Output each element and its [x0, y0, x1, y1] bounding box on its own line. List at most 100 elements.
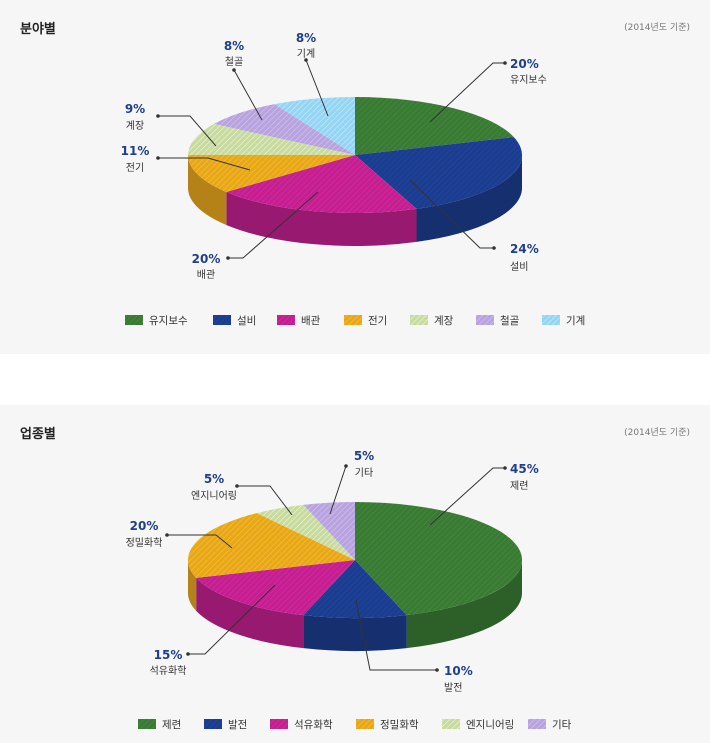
pie-slice [355, 502, 522, 616]
legend-label: 유지보수 [149, 315, 188, 327]
callout-dot [156, 114, 160, 118]
callout-dot [344, 464, 348, 468]
legend-label: 기타 [552, 719, 572, 731]
callout-dot [156, 156, 160, 160]
legend-swatch [528, 719, 546, 729]
data-label-value: 20% [130, 519, 159, 533]
legend-swatch [410, 315, 428, 325]
data-label-value: 5% [204, 472, 224, 486]
legend-swatch [356, 719, 374, 729]
callout-dot [226, 256, 230, 260]
legend-label: 기계 [566, 315, 585, 327]
legend-swatch [344, 315, 362, 325]
data-label-category: 설비 [510, 261, 528, 273]
data-label-value: 11% [121, 144, 150, 158]
callout-dot [435, 668, 439, 672]
callout-line [409, 179, 494, 249]
callout-dot [235, 484, 239, 488]
callout-line [188, 584, 276, 655]
legend-label: 석유화학 [294, 719, 333, 731]
legend-label: 계장 [434, 315, 454, 327]
data-label-value: 45% [510, 462, 539, 476]
pie-slice [274, 97, 355, 155]
data-label-value: 8% [224, 39, 244, 53]
callout-line [233, 69, 263, 121]
callout-line [237, 485, 293, 516]
callout-dot [503, 61, 507, 65]
callout-dot [186, 652, 190, 656]
pie-slice [256, 504, 355, 560]
legend-label: 전기 [368, 315, 387, 327]
legend-label: 엔지니어링 [466, 719, 514, 731]
callout-line [329, 465, 347, 515]
legend-label: 제련 [162, 719, 181, 731]
legend-swatch [270, 719, 288, 729]
data-label-category: 기타 [355, 467, 373, 479]
legend-label: 설비 [237, 315, 256, 327]
data-label-category: 기계 [297, 48, 315, 60]
legend-label: 철골 [500, 315, 520, 327]
legend-label: 배관 [301, 315, 321, 327]
legend-swatch [138, 719, 156, 729]
pie-slice [303, 560, 407, 618]
pie-slice-side [416, 155, 522, 242]
legend-swatch [213, 315, 231, 325]
data-label-value: 20% [510, 57, 539, 71]
callout-line [167, 534, 233, 549]
legend-swatch [442, 719, 460, 729]
pie-slice [355, 137, 522, 209]
pie-slice [188, 123, 355, 155]
pie-slice-side [226, 191, 417, 246]
legend-swatch [542, 315, 560, 325]
data-label-value: 20% [192, 252, 221, 266]
chart-title: 업종별 [20, 427, 56, 442]
data-label-category: 철골 [225, 56, 243, 68]
data-label-category: 발전 [444, 682, 462, 694]
callout-dot [165, 533, 169, 537]
chart-panel-field: 분야별 (2014년도 기준) 20% 유지보수 24% 설비 20% 배관 11% 전기 9%… [0, 0, 710, 354]
data-label-category: 정밀화학 [126, 537, 163, 549]
pie-slice [188, 513, 355, 578]
pie-slice [213, 104, 355, 155]
data-label-category: 엔지니어링 [191, 490, 237, 502]
data-label-value: 10% [444, 664, 473, 678]
callout-line [158, 157, 251, 171]
data-label-value: 5% [354, 449, 374, 463]
pie-slice [355, 97, 514, 155]
data-label-value: 15% [154, 648, 183, 662]
legend-label: 정밀화학 [380, 719, 419, 731]
callout-line [429, 62, 505, 123]
callout-dot [492, 246, 496, 250]
data-label-value: 24% [510, 242, 539, 256]
legend-swatch [277, 315, 295, 325]
data-label-category: 석유화학 [150, 665, 187, 677]
data-label-category: 배관 [197, 269, 215, 281]
pie-slice-side [303, 615, 407, 651]
data-label-category: 유지보수 [510, 74, 547, 86]
pie-slice-side [188, 560, 197, 611]
chart-panel-industry: 업종별 (2014년도 기준) 45% 제련 10% 발전 15% 석유화학 20% 정밀화학… [0, 405, 710, 743]
data-label-value: 9% [125, 102, 145, 116]
data-label-category: 제련 [510, 480, 528, 492]
callout-line [429, 467, 505, 526]
callout-line [305, 59, 329, 117]
pie-slice-side [196, 577, 304, 649]
legend-swatch [476, 315, 494, 325]
callout-line [228, 191, 319, 259]
legend-swatch [204, 719, 222, 729]
pie-slice-side [188, 155, 227, 225]
chart-title: 분야별 [20, 22, 56, 37]
data-label-value: 8% [296, 31, 316, 45]
pie-slice-side [406, 560, 522, 649]
legend-label: 발전 [228, 719, 247, 731]
data-label-category: 전기 [126, 162, 144, 174]
pie-slice [196, 560, 355, 616]
callout-dot [304, 58, 308, 62]
pie-slice [303, 502, 355, 560]
callout-dot [503, 466, 507, 470]
callout-line [355, 599, 437, 671]
data-label-category: 계장 [126, 120, 144, 132]
chart-note: (2014년도 기준) [624, 23, 690, 33]
